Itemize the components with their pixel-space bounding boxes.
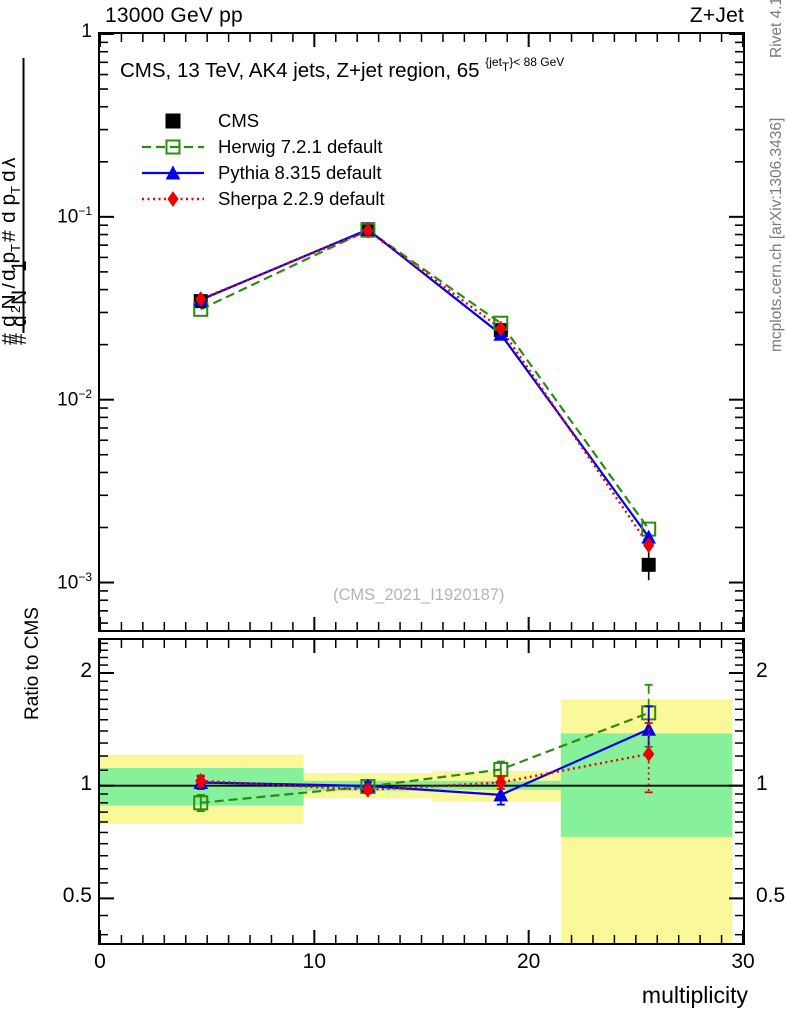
process-label: Z+Jet [689, 4, 744, 27]
svg-text:d p: d p [2, 252, 20, 281]
legend-label: CMS [218, 110, 260, 131]
ratio-y-axis-title: Ratio to CMS [22, 607, 43, 720]
svg-text:2: 2 [8, 306, 23, 313]
marker-triangle-filled [165, 165, 181, 180]
legend-item-herwig[interactable]: Herwig 7.2.1 default [140, 134, 385, 160]
legend-label: Herwig 7.2.1 default [218, 136, 383, 157]
legend-item-sherpa[interactable]: Sherpa 2.2.9 default [140, 186, 385, 212]
y-tick-label: 10−1 [57, 203, 92, 228]
svg-text:d: d [2, 170, 20, 182]
svg-text:1: 1 [8, 260, 31, 272]
ratio-plot-canvas [100, 640, 743, 943]
marker-diamond-filled [195, 291, 207, 307]
ratio-plot-panel [98, 638, 745, 945]
x-tick-label: 30 [731, 950, 755, 973]
marker-square-open [193, 795, 209, 811]
legend-key-herwig [140, 137, 206, 157]
marker-diamond-filled [495, 774, 507, 791]
ratio-tick-label: 2 [80, 658, 92, 682]
x-tick-label: 10 [302, 950, 326, 973]
main-plot-panel [98, 32, 745, 632]
legend-item-pythia[interactable]: Pythia 8.315 default [140, 160, 385, 186]
marker-diamond-filled [167, 191, 179, 207]
svg-text:#: # [2, 333, 20, 345]
ratio-tick-label: 2 [756, 658, 768, 682]
marker-diamond-filled [643, 537, 655, 554]
marker-diamond-filled [362, 781, 374, 798]
svg-text:d N /: d N / [2, 282, 20, 327]
ratio-tick-label: 0.5 [756, 884, 786, 908]
ratio-line-herwig [200, 711, 650, 804]
ratio-tick-label: 1 [756, 771, 768, 795]
legend-key-sherpa [140, 189, 206, 209]
marker-diamond-filled [495, 320, 507, 337]
series-line-pythia [200, 228, 650, 538]
marker-diamond-filled [362, 222, 374, 239]
plot-title: CMS, 13 TeV, AK4 jets, Z+jet region, 65 … [120, 55, 565, 82]
x-tick-label: 0 [94, 950, 106, 973]
marker-triangle-filled [493, 787, 509, 802]
rivet-caption: Rivet 4.1.0, ≥ 100k events [768, 0, 786, 58]
beam-energy-label: 13000 GeV pp [105, 4, 243, 27]
svg-text:T: T [8, 244, 23, 252]
marker-square-open [165, 139, 181, 155]
series-line-herwig [200, 228, 650, 530]
marker-square-filled [165, 113, 181, 129]
svg-text:#: # [2, 230, 20, 242]
y-axis-title: # d 2 N # d N / d p T # d p T d λ 1 [2, 40, 46, 345]
legend: CMS Herwig 7.2.1 default Pythia 8.315 defa… [140, 108, 385, 212]
marker-diamond-filled [643, 746, 655, 762]
legend-label: Pythia 8.315 default [218, 162, 382, 183]
svg-text:#: # [8, 333, 31, 345]
ratio-tick-label: 1 [80, 771, 92, 795]
main-plot-canvas [100, 34, 743, 630]
y-tick-label: 1 [81, 21, 92, 42]
svg-text:N: N [8, 290, 31, 305]
x-axis-title: multiplicity [641, 982, 748, 1008]
analysis-id-watermark: (CMS_2021_I1920187) [333, 586, 505, 604]
legend-item-cms[interactable]: CMS [140, 108, 385, 134]
svg-text:d: d [8, 315, 31, 327]
y-tick-label: 10−3 [57, 569, 92, 593]
ratio-line-sherpa [200, 752, 649, 792]
svg-text:T: T [8, 186, 23, 194]
legend-key-pythia [140, 163, 206, 183]
svg-text:d p: d p [2, 194, 20, 223]
marker-diamond-filled [195, 773, 207, 789]
mcplots-caption: mcplots.cern.ch [arXiv:1306.3436] [768, 117, 785, 352]
legend-label: Sherpa 2.2.9 default [218, 188, 385, 209]
legend-key-cms [140, 111, 206, 131]
y-tick-label: 10−2 [57, 386, 92, 410]
x-tick-label: 20 [516, 950, 541, 973]
marker-square-filled [641, 557, 656, 572]
svg-text:λ: λ [2, 157, 20, 168]
ratio-tick-label: 0.5 [62, 884, 92, 908]
